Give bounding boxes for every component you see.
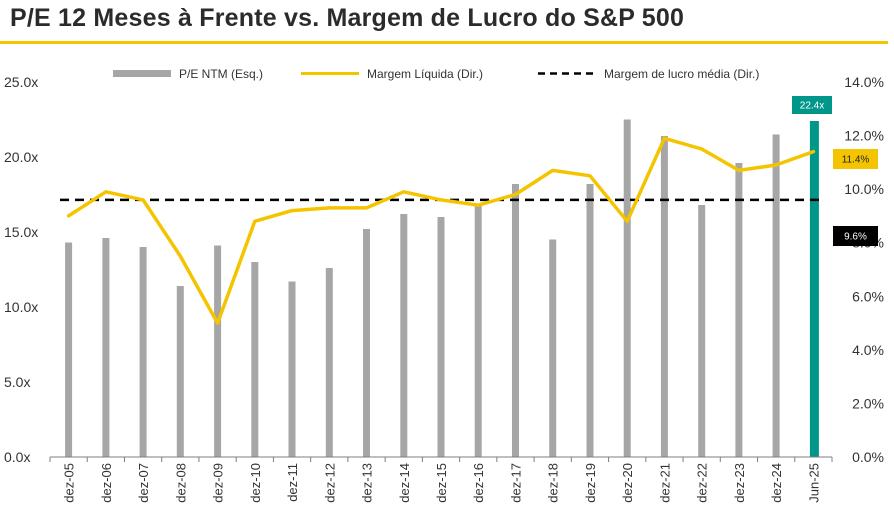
pe-bar-dez-15	[437, 217, 445, 457]
x-category-label: dez-07	[136, 463, 151, 503]
x-category-label: dez-13	[360, 463, 375, 503]
svg-text:9.6%: 9.6%	[844, 232, 867, 243]
x-category-label: dez-05	[62, 463, 77, 503]
x-category-label: dez-18	[546, 463, 561, 503]
pe-bar-dez-21	[660, 136, 668, 457]
y-right-tick-label: 10.0%	[844, 181, 884, 197]
avg-margin-value-tag: 9.6%	[833, 226, 878, 246]
pe-bar-dez-14	[400, 214, 408, 457]
x-category-label: dez-24	[769, 463, 784, 503]
title-underline	[0, 41, 888, 44]
y-left-tick-label: 25.0x	[4, 74, 38, 90]
pe-bars	[65, 119, 819, 457]
x-category-label: dez-10	[248, 463, 263, 503]
pe-bar-dez-06	[102, 238, 110, 457]
pe-bar-dez-12	[325, 268, 333, 457]
value-tags: 22.4x 11.4% 9.6%	[792, 96, 878, 246]
y-right-tick-label: 4.0%	[852, 342, 884, 358]
pe-bar-dez-22	[698, 205, 706, 457]
pe-bar-dez-08	[176, 286, 184, 457]
svg-text:Margem Líquida (Dir.): Margem Líquida (Dir.)	[367, 67, 483, 81]
x-category-label: dez-22	[695, 463, 710, 503]
pe-bar-dez-13	[363, 229, 370, 457]
x-category-label: dez-15	[434, 463, 449, 503]
x-category-label: dez-11	[285, 463, 300, 502]
y-right-tick-label: 0.0%	[852, 449, 884, 465]
x-category-label: dez-19	[583, 463, 598, 503]
y-left-tick-label: 10.0x	[4, 299, 38, 315]
svg-text:P/E NTM (Esq.): P/E NTM (Esq.)	[179, 67, 263, 81]
margin-last-value-tag: 11.4%	[833, 149, 878, 169]
x-category-label: dez-21	[657, 463, 672, 503]
legend-pe-ntm: P/E NTM (Esq.)	[113, 67, 263, 81]
y-left-tick-label: 15.0x	[4, 224, 38, 240]
x-category-label: Jun-25	[806, 463, 821, 503]
y-right-tick-label: 6.0%	[852, 288, 884, 304]
pe-bar-dez-10	[251, 262, 259, 457]
y-left-tick-label: 20.0x	[4, 149, 38, 165]
x-category-label: dez-16	[471, 463, 486, 503]
x-category-label: dez-23	[732, 463, 747, 503]
x-category-label: dez-20	[620, 463, 635, 503]
x-category-label: dez-08	[173, 463, 188, 503]
x-category-label: dez-14	[397, 463, 412, 503]
pe-bar-dez-18	[549, 239, 557, 457]
y-left-tick-label: 0.0x	[4, 449, 30, 465]
svg-text:Margem de lucro média (Dir.): Margem de lucro média (Dir.)	[604, 67, 759, 81]
pe-bar-dez-11	[288, 281, 296, 457]
pe-bar-dez-20	[623, 119, 631, 457]
chart-title: P/E 12 Meses à Frente vs. Margem de Lucr…	[10, 4, 685, 32]
svg-text:11.4%: 11.4%	[842, 155, 870, 166]
y-right-tick-label: 2.0%	[852, 395, 884, 411]
x-category-label: dez-06	[99, 463, 114, 503]
pe-bar-dez-09	[214, 245, 222, 457]
svg-text:22.4x: 22.4x	[800, 101, 824, 112]
margin-lines	[60, 136, 824, 325]
pe-bar-dez-24	[772, 134, 780, 457]
pe-bar-dez-05	[65, 242, 73, 457]
legend-net-margin: Margem Líquida (Dir.)	[301, 67, 483, 81]
pe-bar-dez-07	[139, 247, 147, 457]
pe-bar-dez-19	[586, 184, 594, 457]
pe-bar-dez-17	[512, 184, 519, 457]
pe-bar-dez-23	[735, 163, 743, 457]
legend: P/E NTM (Esq.) Margem Líquida (Dir.) Marge…	[113, 67, 759, 81]
x-category-label: dez-12	[322, 463, 337, 503]
pe-bar-dez-16	[474, 203, 482, 457]
pe-last-value-tag: 22.4x	[792, 96, 832, 114]
margin-line	[66, 136, 816, 325]
x-category-label: dez-09	[211, 463, 226, 503]
y-left-tick-label: 5.0x	[4, 374, 30, 390]
y-right-tick-label: 14.0%	[844, 74, 884, 90]
y-right-tick-label: 12.0%	[844, 128, 884, 144]
x-category-label: dez-17	[508, 463, 523, 503]
pe-bar-Jun-25	[809, 121, 819, 457]
legend-avg-margin: Margem de lucro média (Dir.)	[538, 67, 759, 81]
